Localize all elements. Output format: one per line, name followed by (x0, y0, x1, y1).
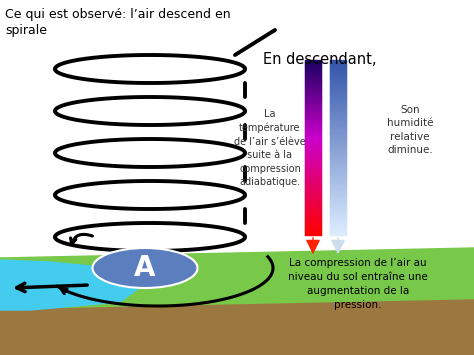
Text: La
température
de l’air s’élève
suite à la
compression
adiabatique.: La température de l’air s’élève suite à … (234, 109, 306, 187)
Ellipse shape (92, 248, 198, 288)
Text: La compression de l’air au
niveau du sol entraîne une
augmentation de la
pressio: La compression de l’air au niveau du sol… (288, 258, 428, 310)
Text: En descendant,: En descendant, (263, 52, 376, 67)
Polygon shape (0, 248, 474, 310)
Polygon shape (0, 260, 150, 310)
Text: A: A (134, 254, 156, 282)
Text: Ce qui est observé: l’air descend en
spirale: Ce qui est observé: l’air descend en spi… (5, 8, 231, 37)
Text: Son
humidité
relative
diminue.: Son humidité relative diminue. (387, 105, 433, 155)
Polygon shape (0, 300, 474, 355)
